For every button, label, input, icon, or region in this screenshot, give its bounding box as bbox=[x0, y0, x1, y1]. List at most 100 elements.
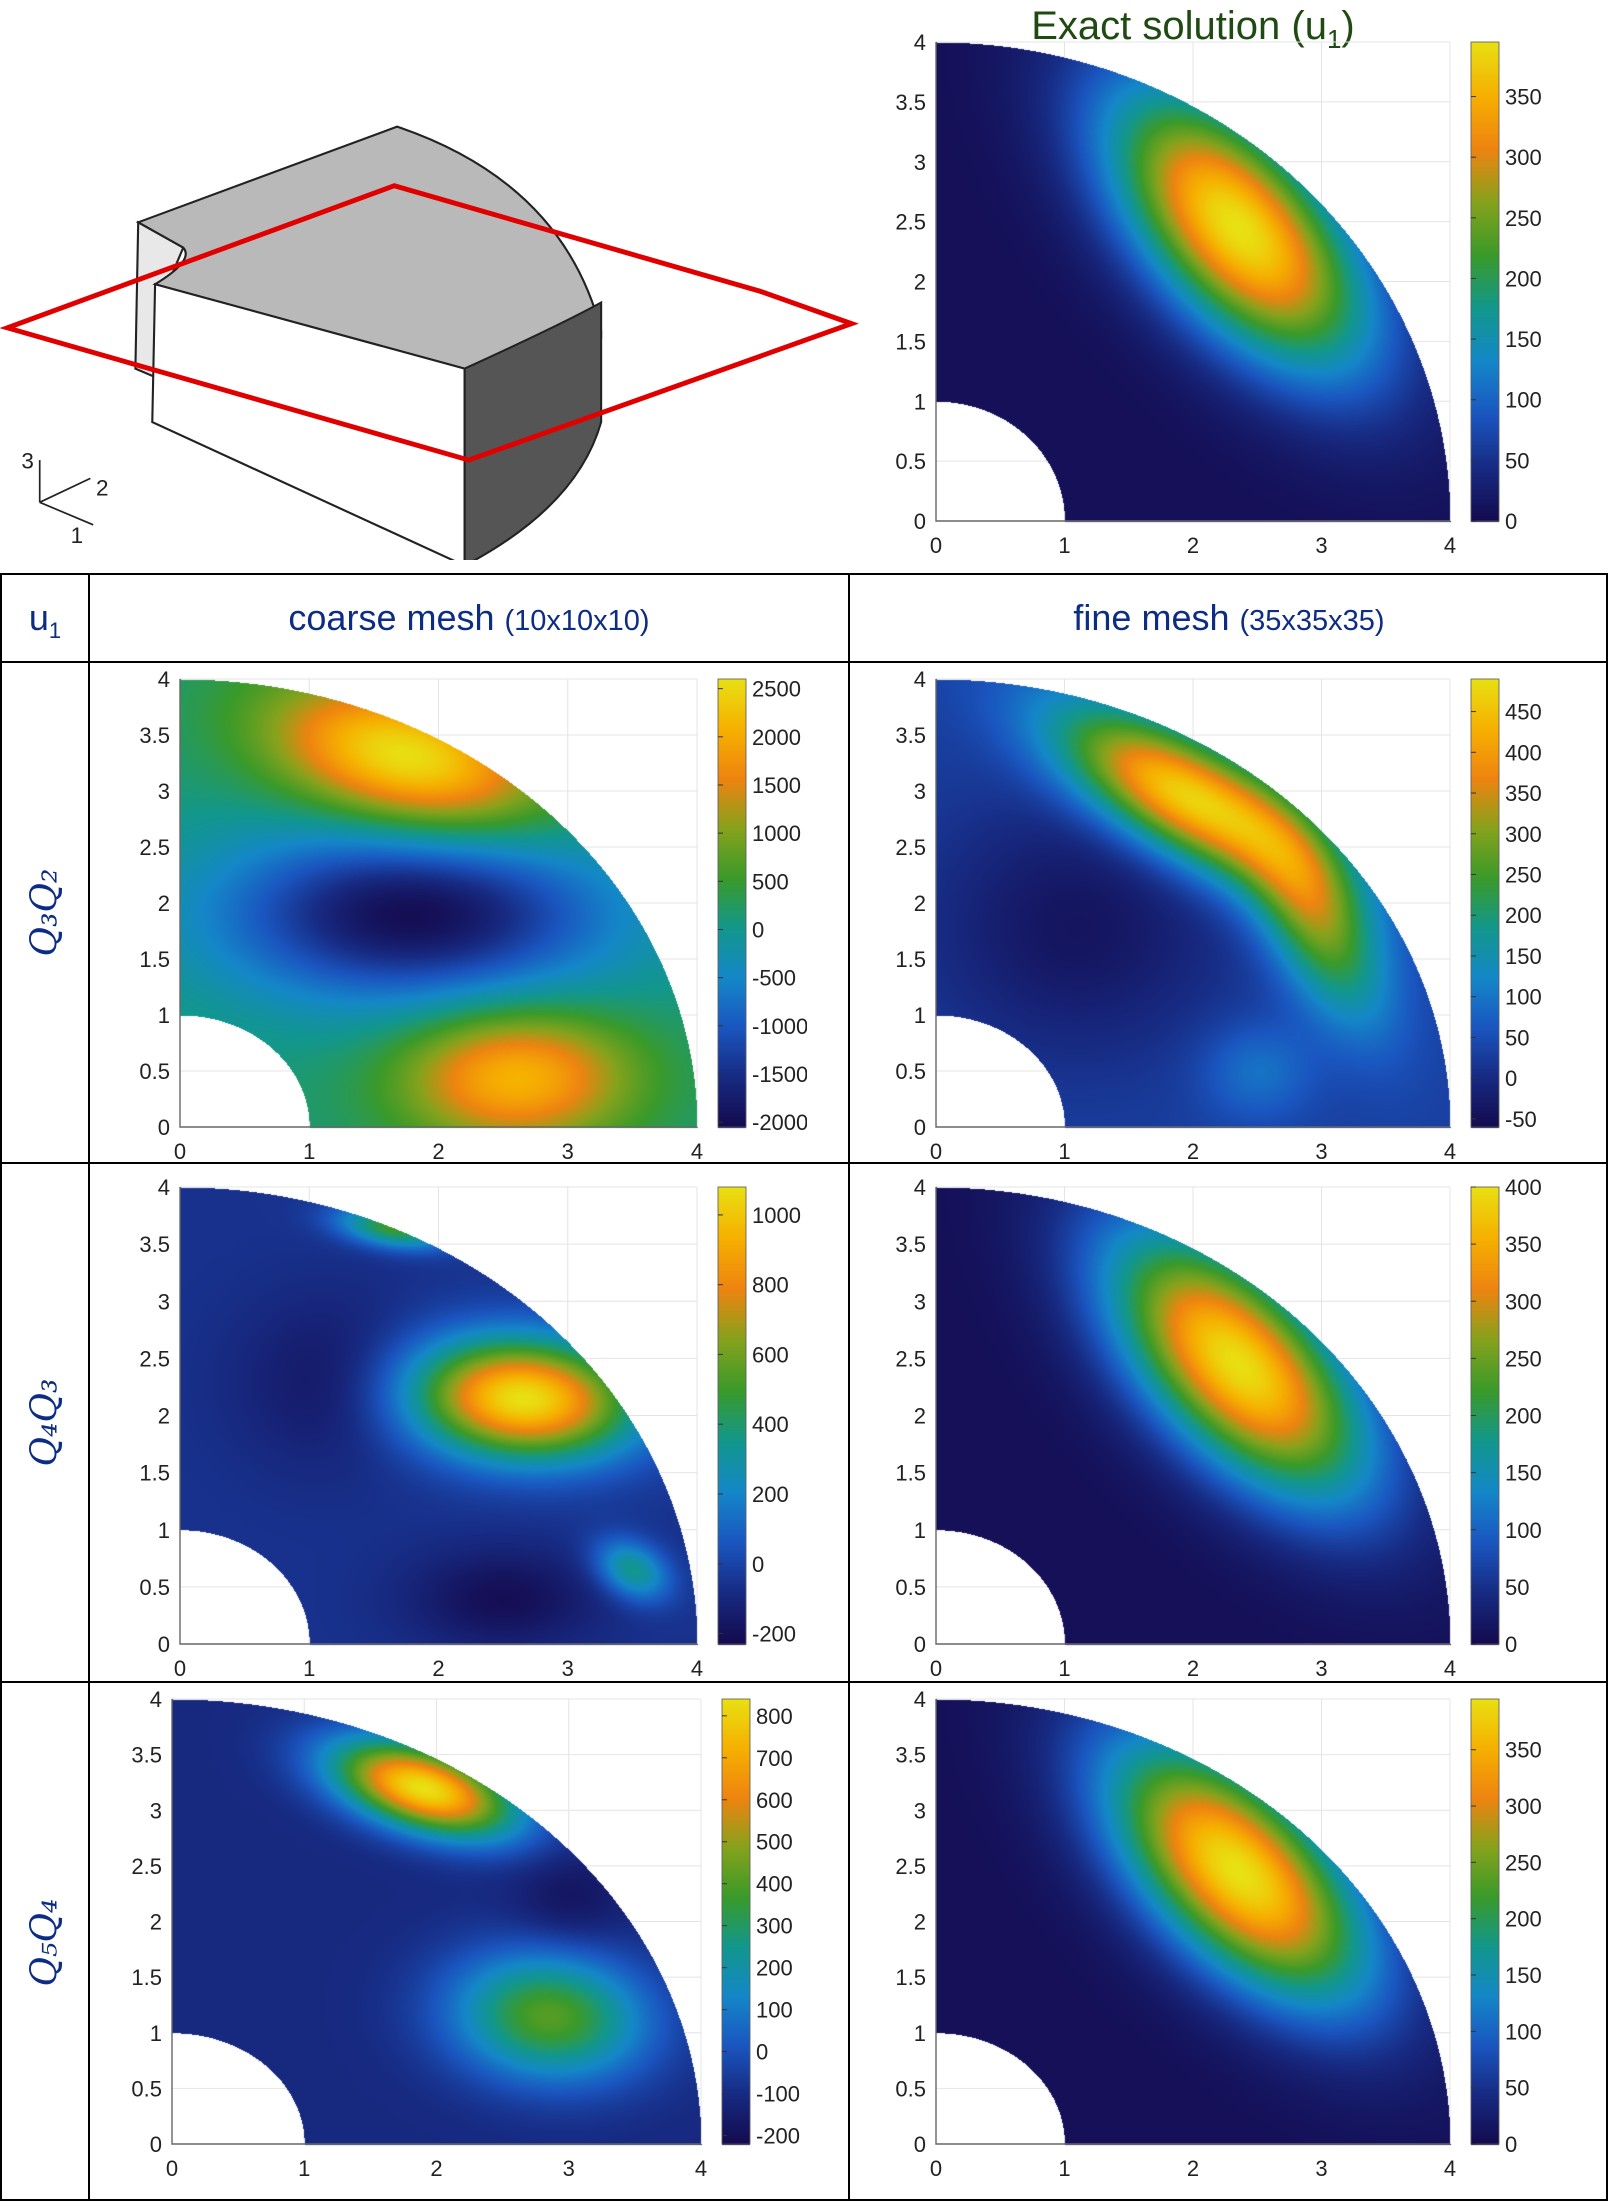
y-tick-label: 1 bbox=[914, 1518, 926, 1543]
plot-exact: 0 1 2 3 4 0 0.5 1 1.5 2 2.5 3 3.5 4 0 50 100 150 200 250 300… bbox=[876, 32, 1560, 571]
x-tick-label: 2 bbox=[1187, 2156, 1199, 2181]
colorbar-tick-label: 100 bbox=[1505, 388, 1542, 413]
header-label: fine mesh bbox=[1073, 597, 1240, 638]
y-tick-label: 0.5 bbox=[895, 1059, 926, 1084]
row-divider bbox=[2, 661, 1606, 663]
y-tick-label: 2 bbox=[914, 1910, 926, 1935]
x-tick-label: 0 bbox=[174, 1656, 186, 1681]
x-tick-label: 4 bbox=[695, 2156, 707, 2181]
x-tick-label: 2 bbox=[432, 1656, 444, 1681]
colorbar-tick-label: 0 bbox=[1505, 1066, 1517, 1091]
x-tick-label: 4 bbox=[1444, 1139, 1456, 1164]
axes: 0 1 2 3 4 0 0.5 1 1.5 2 2.5 3 3.5 4 -200 0 200 400 600 800 1… bbox=[139, 1177, 801, 1681]
x-tick-label: 1 bbox=[303, 1139, 315, 1164]
colorbar-tick-label: 150 bbox=[1505, 944, 1542, 969]
axis-2-label: 2 bbox=[96, 475, 109, 500]
axis-lines bbox=[179, 679, 697, 1128]
y-tick-label: 1 bbox=[914, 2021, 926, 2046]
axes: 0 1 2 3 4 0 0.5 1 1.5 2 2.5 3 3.5 4 -2000 -1500 -1000 -50… bbox=[139, 669, 807, 1164]
y-tick-label: 0 bbox=[150, 2132, 162, 2157]
geometry-3d-diagram: 3 2 1 bbox=[0, 125, 859, 560]
plot-q5q4-fine: 0 1 2 3 4 0 0.5 1 1.5 2 2.5 3 3.5 4 0 50 100 150 200 250 300… bbox=[876, 1689, 1560, 2194]
x-tick-label: 0 bbox=[174, 1139, 186, 1164]
y-tick-label: 1.5 bbox=[895, 329, 926, 354]
colorbar-tick-label: 0 bbox=[752, 917, 764, 942]
front-face bbox=[151, 282, 466, 560]
x-tick-label: 3 bbox=[1315, 1139, 1327, 1164]
x-tick-label: 1 bbox=[303, 1656, 315, 1681]
x-tick-label: 4 bbox=[1444, 533, 1456, 558]
colorbar-tick-label: 350 bbox=[1505, 781, 1542, 806]
colorbar-tick-label: 1000 bbox=[752, 821, 801, 846]
x-tick-label: 4 bbox=[1444, 1656, 1456, 1681]
x-tick-label: 4 bbox=[691, 1656, 703, 1681]
colorbar-tick-label: 700 bbox=[756, 1746, 793, 1771]
colorbar-tick-label: -50 bbox=[1505, 1107, 1537, 1132]
x-tick-label: 4 bbox=[1444, 2156, 1456, 2181]
y-tick-label: 0.5 bbox=[139, 1575, 170, 1600]
x-tick-label: 2 bbox=[432, 1139, 444, 1164]
y-tick-label: 0 bbox=[914, 2132, 926, 2157]
x-tick-label: 1 bbox=[1058, 533, 1070, 558]
axis-lines bbox=[179, 1187, 697, 1645]
row-label-text: Q₃Q₂ bbox=[24, 868, 66, 957]
y-tick-label: 1.5 bbox=[895, 1461, 926, 1486]
colorbar-tick-label: 200 bbox=[1505, 1404, 1542, 1429]
colorbar-tick-label: 600 bbox=[756, 1788, 793, 1813]
x-tick-label: 3 bbox=[562, 1139, 574, 1164]
y-tick-label: 3.5 bbox=[139, 1232, 170, 1257]
header-coarse: coarse mesh (10x10x10) bbox=[90, 575, 848, 661]
heatmap-field bbox=[876, 1177, 1560, 1694]
y-tick-label: 1.5 bbox=[895, 1965, 926, 1990]
colorbar-tick-label: 1500 bbox=[752, 773, 801, 798]
x-tick-label: 0 bbox=[930, 533, 942, 558]
colorbar-tick-label: 2000 bbox=[752, 725, 801, 750]
colorbar-tick-label: -100 bbox=[756, 2082, 800, 2107]
y-tick-label: 0.5 bbox=[139, 1059, 170, 1084]
row-label-text: Q₄Q₃ bbox=[24, 1378, 66, 1467]
y-tick-label: 2 bbox=[914, 891, 926, 916]
colorbar-tick-label: 0 bbox=[752, 1552, 764, 1577]
colorbar-tick-label: 200 bbox=[1505, 1907, 1542, 1932]
colorbar-tick-label: 400 bbox=[1505, 1177, 1542, 1200]
y-tick-label: 4 bbox=[158, 669, 170, 692]
y-tick-label: 1 bbox=[150, 2021, 162, 2046]
colorbar-tick-label: 250 bbox=[1505, 1850, 1542, 1875]
colorbar-tick-label: 50 bbox=[1505, 1025, 1529, 1050]
column-divider bbox=[88, 575, 90, 2199]
y-tick-label: 2 bbox=[158, 1404, 170, 1429]
row-label-q4q3: Q₄Q₃ bbox=[2, 1164, 88, 1681]
x-tick-label: 0 bbox=[930, 2156, 942, 2181]
axis-lines bbox=[935, 1699, 1450, 2145]
axis-lines bbox=[935, 1187, 1450, 1645]
x-tick-label: 2 bbox=[1187, 533, 1199, 558]
colorbar-tick-label: 400 bbox=[752, 1412, 789, 1437]
axis-lines bbox=[935, 42, 1450, 522]
y-tick-label: 1 bbox=[158, 1518, 170, 1543]
y-tick-label: 2.5 bbox=[895, 1346, 926, 1371]
colorbar-tick-label: 1000 bbox=[752, 1203, 801, 1228]
x-tick-label: 3 bbox=[562, 1656, 574, 1681]
header-corner: u1 bbox=[2, 575, 88, 661]
y-tick-label: 3 bbox=[158, 779, 170, 804]
axis-lines bbox=[171, 1699, 701, 2145]
x-tick-label: 1 bbox=[1058, 1139, 1070, 1164]
heatmap-field bbox=[112, 1689, 811, 2194]
colorbar-tick-label: 100 bbox=[1505, 985, 1542, 1010]
y-tick-label: 3.5 bbox=[139, 723, 170, 748]
y-tick-label: 1 bbox=[158, 1003, 170, 1028]
colorbar bbox=[717, 1186, 747, 1645]
y-tick-label: 4 bbox=[914, 669, 926, 692]
x-tick-label: 1 bbox=[1058, 2156, 1070, 2181]
y-tick-label: 3.5 bbox=[895, 723, 926, 748]
y-tick-label: 2.5 bbox=[139, 835, 170, 860]
x-tick-label: 1 bbox=[298, 2156, 310, 2181]
heatmap-field bbox=[876, 1689, 1560, 2194]
y-tick-label: 0 bbox=[914, 1115, 926, 1140]
y-tick-label: 2.5 bbox=[139, 1346, 170, 1371]
y-tick-label: 1.5 bbox=[895, 947, 926, 972]
y-tick-label: 4 bbox=[150, 1689, 162, 1712]
colorbar-tick-label: 450 bbox=[1505, 700, 1542, 725]
axes: 0 1 2 3 4 0 0.5 1 1.5 2 2.5 3 3.5 4 0 50 100 150 200 250 300… bbox=[895, 1689, 1542, 2181]
colorbar-tick-label: 400 bbox=[756, 1872, 793, 1897]
